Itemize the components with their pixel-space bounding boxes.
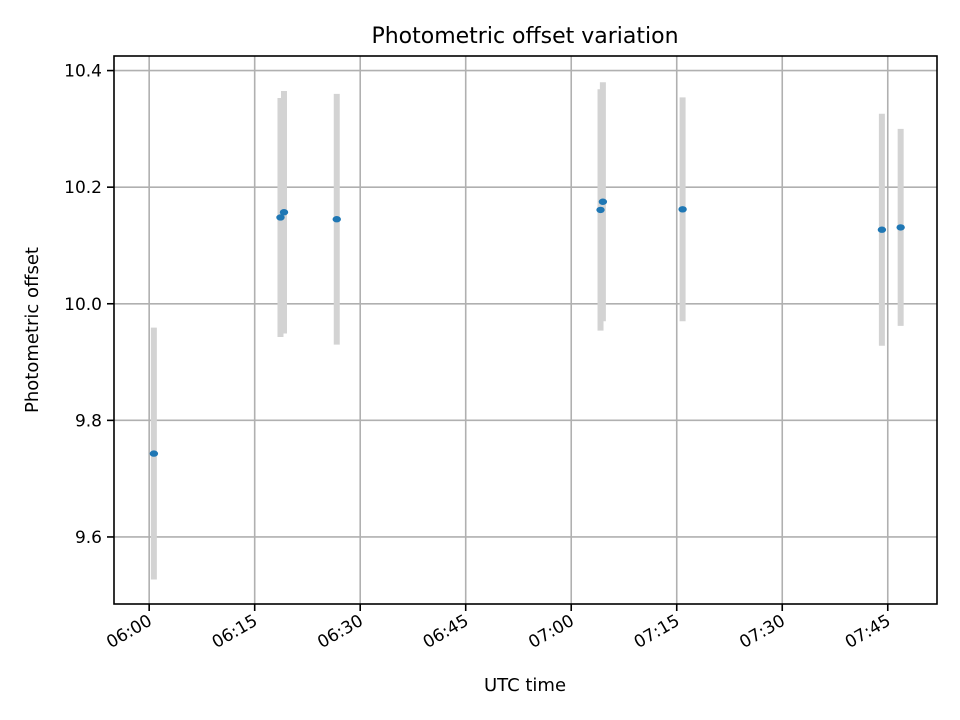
chart-title: Photometric offset variation: [371, 24, 678, 49]
data-point: [598, 198, 608, 205]
x-tick-label: 06:00: [103, 611, 155, 653]
grid-layer: [114, 56, 937, 604]
x-axis-label: UTC time: [484, 675, 566, 696]
y-tick-label: 10.2: [64, 178, 102, 198]
data-point: [332, 216, 341, 223]
y-tick-label: 10.0: [64, 295, 102, 315]
x-tick-label: 07:30: [736, 611, 788, 653]
x-tick-label: 06:45: [420, 611, 472, 653]
data-point: [149, 450, 159, 457]
data-point: [279, 209, 289, 216]
y-tick-label: 10.4: [64, 62, 102, 82]
x-tick-label: 06:15: [209, 611, 261, 653]
errorbar-layer: [150, 82, 904, 580]
x-tick-label: 07:15: [631, 611, 683, 653]
x-tick-label: 06:30: [314, 611, 366, 653]
tick-layer: 06:00 06:15 06:30 06:45 07:00 07:15 07:30 07:45…: [64, 62, 894, 653]
y-axis-label: Photometric offset: [22, 247, 43, 413]
x-tick-label: 07:45: [842, 611, 894, 653]
data-point: [678, 206, 687, 213]
y-tick-label: 9.8: [75, 411, 102, 431]
data-point: [276, 214, 285, 221]
x-tick-label: 07:00: [525, 611, 577, 653]
data-point: [877, 226, 887, 233]
data-point: [596, 206, 605, 214]
y-tick-label: 9.6: [75, 528, 102, 548]
plot-frame: [113, 55, 938, 605]
data-point: [896, 224, 905, 231]
point-layer: [149, 198, 905, 457]
